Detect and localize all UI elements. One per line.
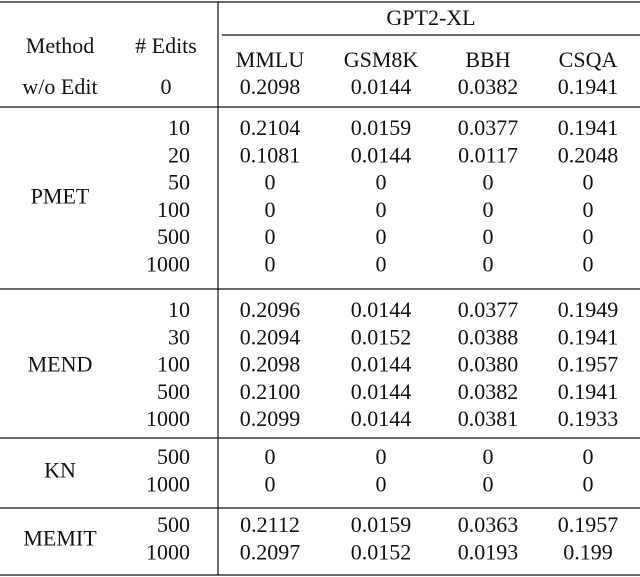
value-cell: 0: [583, 224, 594, 249]
value-cell: 0.1949: [558, 297, 619, 322]
value-cell: 0: [376, 471, 387, 496]
value-cell: 0.0388: [458, 324, 519, 349]
edits-cell: 100: [157, 352, 190, 377]
edits-cell: 500: [157, 444, 190, 469]
column-header: MMLU: [236, 47, 305, 72]
value-cell: 0.2112: [240, 512, 300, 537]
value-cell: 0.0193: [458, 539, 519, 564]
value-cell: 0.0382: [458, 74, 519, 99]
value-cell: 0: [376, 252, 387, 277]
edits-cell: 10: [168, 115, 190, 140]
value-cell: 0.0382: [458, 379, 519, 404]
value-cell: 0: [376, 170, 387, 195]
value-cell: 0.0117: [458, 142, 518, 167]
value-cell: 0: [583, 444, 594, 469]
value-cell: 0.1941: [558, 74, 619, 99]
value-cell: 0: [583, 170, 594, 195]
value-cell: 0: [265, 471, 276, 496]
value-cell: 0.1941: [558, 324, 619, 349]
value-cell: 0.2099: [240, 406, 301, 431]
edits-cell: 500: [157, 379, 190, 404]
edits-cell: 1000: [146, 406, 190, 431]
value-cell: 0.0144: [351, 74, 412, 99]
column-header: BBH: [465, 47, 510, 72]
value-cell: 0.1081: [240, 142, 301, 167]
value-cell: 0.2104: [240, 115, 301, 140]
value-cell: 0.2096: [240, 297, 301, 322]
value-cell: 0: [483, 444, 494, 469]
value-cell: 0.0159: [351, 115, 412, 140]
value-cell: 0.2097: [240, 539, 301, 564]
value-cell: 0.1941: [558, 379, 619, 404]
value-cell: 0.0363: [458, 512, 519, 537]
value-cell: 0: [483, 197, 494, 222]
value-cell: 0.0159: [351, 512, 412, 537]
value-cell: 0: [265, 444, 276, 469]
value-cell: 0.0152: [351, 539, 412, 564]
value-cell: 0: [376, 197, 387, 222]
edits-cell: 500: [157, 512, 190, 537]
value-cell: 0.2094: [240, 324, 301, 349]
value-cell: 0.2048: [558, 142, 619, 167]
value-cell: 0.1933: [558, 406, 619, 431]
column-header: Method: [26, 33, 94, 58]
value-cell: 0: [483, 224, 494, 249]
edits-cell: 500: [157, 224, 190, 249]
edits-cell: 1000: [146, 471, 190, 496]
value-cell: 0: [376, 224, 387, 249]
value-cell: 0: [583, 252, 594, 277]
value-cell: 0: [583, 471, 594, 496]
value-cell: 0: [483, 170, 494, 195]
method-label: MEND: [28, 352, 93, 377]
value-cell: 0.0377: [458, 297, 519, 322]
value-cell: 0.1957: [558, 512, 619, 537]
value-cell: 0.2100: [240, 379, 301, 404]
value-cell: 0: [265, 170, 276, 195]
value-cell: 0.0380: [458, 352, 519, 377]
group-header: GPT2-XL: [386, 5, 475, 30]
edits-cell: 10: [168, 297, 190, 322]
value-cell: 0.2098: [240, 74, 301, 99]
column-header: CSQA: [559, 47, 618, 72]
column-header: # Edits: [135, 33, 197, 58]
edits-cell: 0: [161, 74, 172, 99]
value-cell: 0: [265, 197, 276, 222]
value-cell: 0.0144: [351, 142, 412, 167]
value-cell: 0.0377: [458, 115, 519, 140]
value-cell: 0: [583, 197, 594, 222]
value-cell: 0.0144: [351, 297, 412, 322]
edits-cell: 100: [157, 197, 190, 222]
value-cell: 0: [265, 224, 276, 249]
value-cell: 0.1941: [558, 115, 619, 140]
method-label: PMET: [31, 183, 90, 208]
column-header: GSM8K: [344, 47, 419, 72]
method-label: MEMIT: [23, 526, 97, 551]
method-label: KN: [44, 458, 76, 483]
value-cell: 0.0144: [351, 352, 412, 377]
value-cell: 0: [376, 444, 387, 469]
value-cell: 0: [265, 252, 276, 277]
edits-cell: 1000: [146, 252, 190, 277]
value-cell: 0: [483, 471, 494, 496]
value-cell: 0.199: [563, 539, 613, 564]
value-cell: 0.0152: [351, 324, 412, 349]
value-cell: 0.2098: [240, 352, 301, 377]
edits-cell: 20: [168, 142, 190, 167]
value-cell: 0.1957: [558, 352, 619, 377]
value-cell: 0.0144: [351, 379, 412, 404]
value-cell: 0.0144: [351, 406, 412, 431]
edits-cell: 50: [168, 170, 190, 195]
value-cell: 0.0381: [458, 406, 519, 431]
value-cell: 0: [483, 252, 494, 277]
method-label: w/o Edit: [22, 74, 97, 99]
edits-cell: 30: [168, 324, 190, 349]
edits-cell: 1000: [146, 539, 190, 564]
